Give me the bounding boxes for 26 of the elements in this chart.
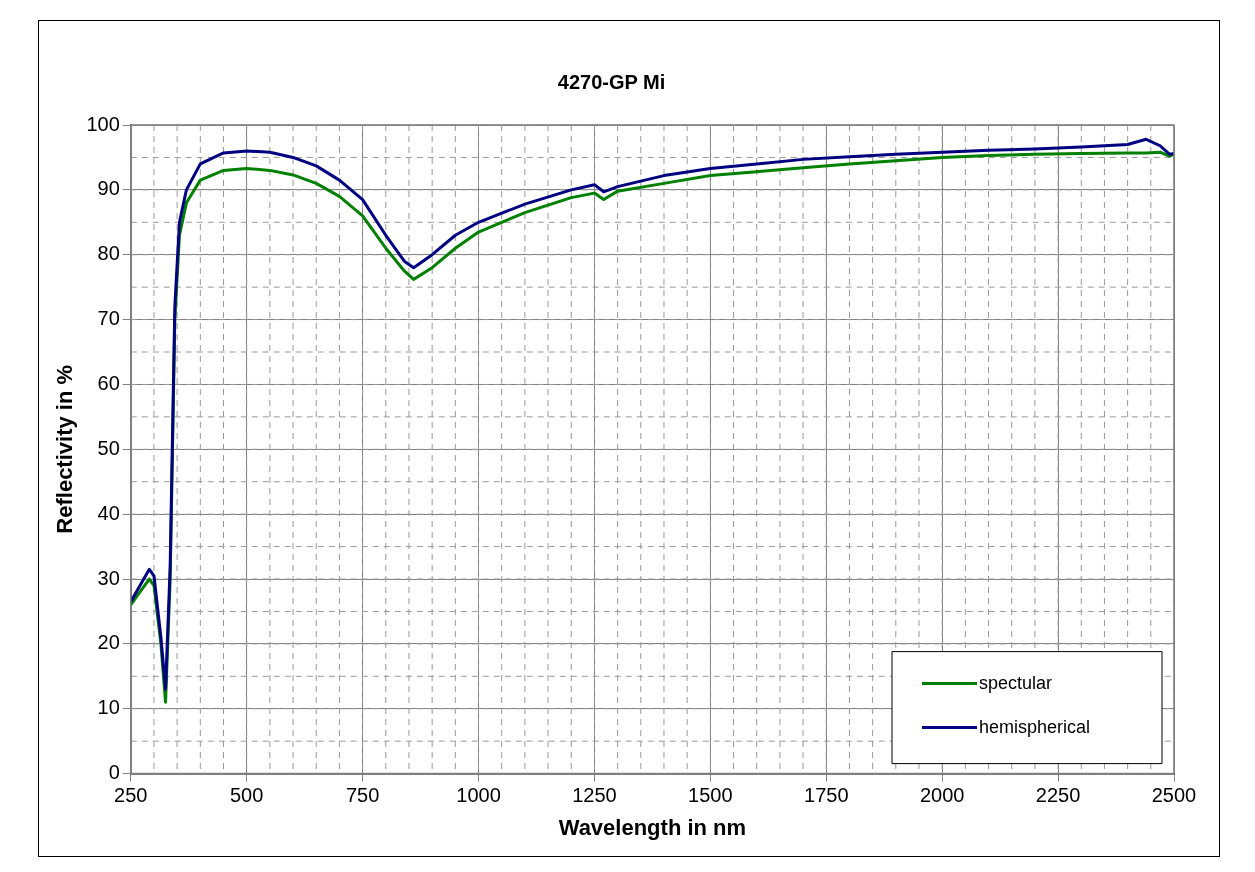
y-tick-label: 50 (97, 436, 120, 459)
x-tick-label: 2250 (1035, 784, 1081, 807)
x-axis-title: Wavelength in nm (558, 814, 747, 840)
x-tick-label: 2000 (919, 784, 965, 807)
legend-label: spectular (979, 672, 1053, 693)
y-tick-label: 70 (97, 307, 120, 330)
y-axis-title: Reflectivity in % (52, 364, 78, 534)
x-tick-label: 250 (114, 784, 148, 807)
y-tick-label: 90 (97, 177, 120, 200)
x-tick-label: 2500 (1151, 784, 1197, 807)
x-tick-label: 1000 (456, 784, 501, 807)
y-tick-label: 0 (108, 761, 120, 784)
legend-label: hemispherical (979, 716, 1091, 737)
y-tick-label: 20 (97, 631, 120, 654)
x-tick-label: 1500 (688, 784, 733, 807)
y-tick-label: 40 (97, 501, 120, 524)
y-tick-label: 100 (86, 112, 120, 135)
x-tick-label: 1250 (572, 784, 617, 807)
x-tick-label: 750 (345, 784, 380, 807)
x-tick-label: 500 (230, 784, 264, 807)
y-tick-label: 30 (97, 566, 120, 589)
y-tick-label: 10 (97, 696, 120, 719)
y-tick-label: 80 (97, 242, 120, 265)
chart-title: 4270-GP Mi (557, 70, 666, 93)
x-tick-label: 1750 (804, 784, 849, 807)
y-tick-label: 60 (97, 371, 120, 394)
